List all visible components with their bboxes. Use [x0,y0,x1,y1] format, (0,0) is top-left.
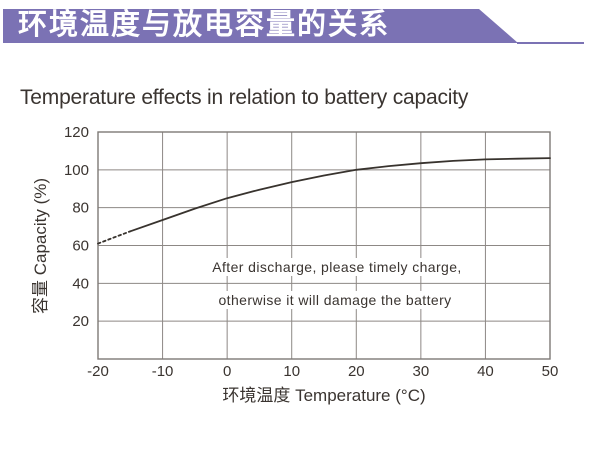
chart-title: Temperature effects in relation to batte… [20,86,469,109]
x-tick-label: -10 [152,363,174,380]
tick-layer: -20 -10 0 10 20 30 40 50 120 100 80 60 40 20 [64,124,558,380]
x-axis-title: 环境温度 Temperature (°C) [222,386,425,405]
x-tick-label: 30 [413,363,430,380]
x-tick-label: 0 [223,363,231,380]
header-accent-line [517,42,584,44]
x-tick-label: 10 [283,363,300,380]
y-tick-label: 20 [72,313,89,330]
x-tick-label: 40 [477,363,494,380]
header-banner: 环境温度与放电容量的关系 [3,9,518,43]
x-tick-label: 50 [542,363,559,380]
y-tick-label: 100 [64,162,89,179]
series-capacity-extrapolated [97,230,132,245]
plot-border [97,131,551,360]
y-tick-label: 120 [64,124,89,141]
y-tick-label: 80 [72,200,89,217]
x-tick-label: 20 [348,363,365,380]
annotation-line-1: After discharge, please timely charge, [206,258,468,276]
annotation-line-2: otherwise it will damage the battery [212,291,458,309]
capacity-chart: -20 -10 0 10 20 30 40 50 120 100 80 60 40 20 环境温度 Tem… [0,120,600,420]
curve-layer [97,157,551,245]
y-tick-label: 60 [72,238,89,255]
header-title: 环境温度与放电容量的关系 [18,9,391,41]
y-tick-label: 40 [72,275,89,292]
y-axis-title: 容量 Capacity (%) [31,178,50,314]
capacity-chart-canvas: -20 -10 0 10 20 30 40 50 120 100 80 60 40 20 环境温度 Tem… [31,124,558,405]
x-tick-label: -20 [87,363,109,380]
grid-layer [97,132,551,359]
series-capacity [129,157,551,233]
